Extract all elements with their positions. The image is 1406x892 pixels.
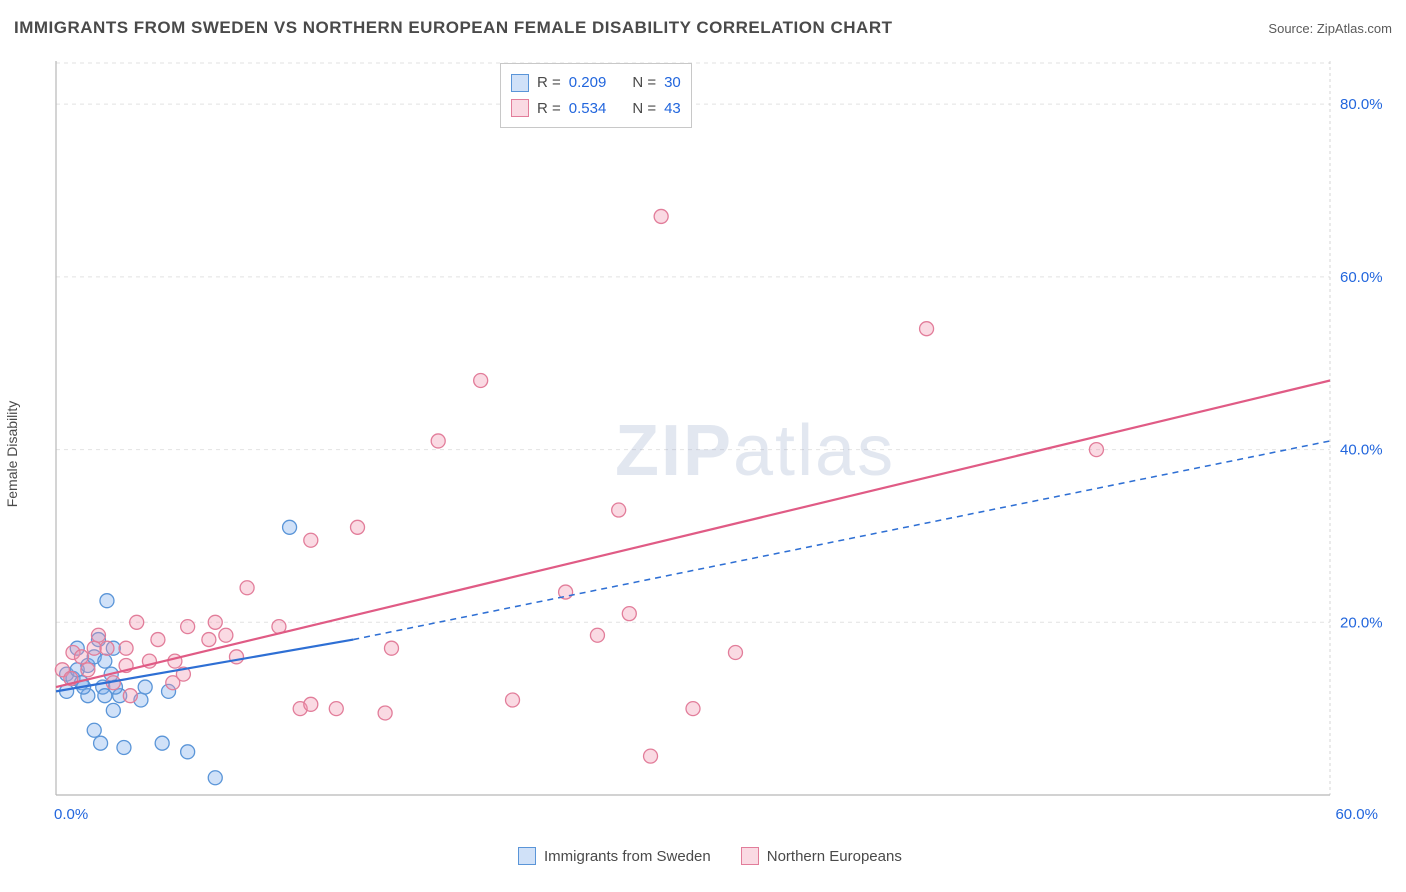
header-bar: IMMIGRANTS FROM SWEDEN VS NORTHERN EUROP… — [14, 18, 1392, 38]
n-value: 43 — [664, 96, 681, 122]
source-attribution: Source: ZipAtlas.com — [1268, 21, 1392, 36]
svg-text:80.0%: 80.0% — [1340, 96, 1383, 113]
series-swatch — [511, 99, 529, 117]
legend-item: Immigrants from Sweden — [518, 847, 711, 865]
svg-text:0.0%: 0.0% — [54, 806, 88, 823]
svg-text:60.0%: 60.0% — [1335, 806, 1378, 823]
legend-swatch — [741, 847, 759, 865]
n-label: N = — [632, 96, 656, 122]
r-value: 0.534 — [569, 96, 607, 122]
legend-label: Northern Europeans — [767, 848, 902, 865]
r-label: R = — [537, 70, 561, 96]
chart-svg: 20.0% 40.0% 60.0% 80.0% 0.0% 60.0% — [50, 55, 1390, 835]
series-legend: Immigrants from Sweden Northern Europeans — [518, 847, 902, 865]
legend-label: Immigrants from Sweden — [544, 848, 711, 865]
stats-row: R = 0.209 N = 30 — [511, 70, 681, 96]
source-name: ZipAtlas.com — [1317, 21, 1392, 36]
r-value: 0.209 — [569, 70, 607, 96]
y-axis-label: Female Disability — [4, 401, 20, 508]
svg-text:60.0%: 60.0% — [1340, 269, 1383, 286]
scatter-chart: 20.0%40.0%60.0%80.0%0.0%60.0% ZIPatlas R… — [50, 55, 1390, 835]
stats-legend-box: R = 0.209 N = 30 R = 0.534 N = 43 — [500, 63, 692, 128]
svg-text:40.0%: 40.0% — [1340, 442, 1383, 459]
source-label: Source: — [1268, 21, 1313, 36]
legend-item: Northern Europeans — [741, 847, 902, 865]
n-label: N = — [632, 70, 656, 96]
stats-row: R = 0.534 N = 43 — [511, 96, 681, 122]
legend-swatch — [518, 847, 536, 865]
chart-title: IMMIGRANTS FROM SWEDEN VS NORTHERN EUROP… — [14, 18, 893, 38]
series-swatch — [511, 74, 529, 92]
svg-text:20.0%: 20.0% — [1340, 614, 1383, 631]
n-value: 30 — [664, 70, 681, 96]
r-label: R = — [537, 96, 561, 122]
